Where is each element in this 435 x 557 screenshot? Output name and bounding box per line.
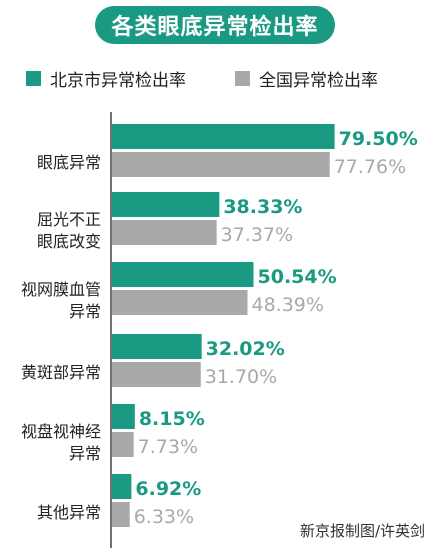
legend-item-national: 全国异常检出率 xyxy=(235,66,378,91)
legend-label-national: 全国异常检出率 xyxy=(259,71,378,91)
category-label: 视网膜血管 xyxy=(21,280,101,299)
data-label-beijing: 38.33% xyxy=(223,196,302,218)
legend-swatch-beijing xyxy=(26,71,41,86)
data-label-beijing: 6.92% xyxy=(135,478,201,500)
bar-national xyxy=(112,220,217,245)
legend: 北京市异常检出率 全国异常检出率 xyxy=(26,66,426,91)
data-label-beijing: 32.02% xyxy=(206,338,285,360)
data-label-national: 31.70% xyxy=(205,366,277,388)
bar-national xyxy=(112,432,134,457)
chart-title-banner: 各类眼底异常检出率 xyxy=(95,6,335,44)
bar-national xyxy=(112,152,330,177)
legend-item-beijing: 北京市异常检出率 xyxy=(26,66,186,91)
bar-beijing xyxy=(112,262,254,287)
data-label-beijing: 79.50% xyxy=(339,128,418,150)
data-label-national: 7.73% xyxy=(138,436,198,458)
bar-beijing xyxy=(112,334,202,359)
category-label: 黄斑部异常 xyxy=(21,363,101,382)
bar-national xyxy=(112,502,130,527)
data-label-national: 37.37% xyxy=(221,224,293,246)
bar-beijing xyxy=(112,404,135,429)
bar-beijing xyxy=(112,124,335,149)
chart-title: 各类眼底异常检出率 xyxy=(111,14,319,40)
data-label-national: 6.33% xyxy=(134,506,194,528)
category-label: 异常 xyxy=(69,302,101,321)
bar-beijing xyxy=(112,474,132,499)
category-label: 异常 xyxy=(69,444,101,463)
bar-national xyxy=(112,362,201,387)
data-label-beijing: 50.54% xyxy=(258,266,337,288)
data-label-national: 48.39% xyxy=(251,294,323,316)
data-label-national: 77.76% xyxy=(334,156,406,178)
category-label: 眼底异常 xyxy=(37,153,101,172)
category-label: 眼底改变 xyxy=(37,232,101,251)
category-label: 其他异常 xyxy=(37,503,101,522)
bar-beijing xyxy=(112,192,220,217)
legend-swatch-national xyxy=(235,71,250,86)
bar-national xyxy=(112,290,248,315)
legend-label-beijing: 北京市异常检出率 xyxy=(50,71,186,91)
credit: 新京报制图/许英剑 xyxy=(299,522,425,540)
category-label: 屈光不正 xyxy=(37,210,101,229)
category-label: 视盘视神经 xyxy=(21,422,101,441)
data-label-beijing: 8.15% xyxy=(139,408,205,430)
